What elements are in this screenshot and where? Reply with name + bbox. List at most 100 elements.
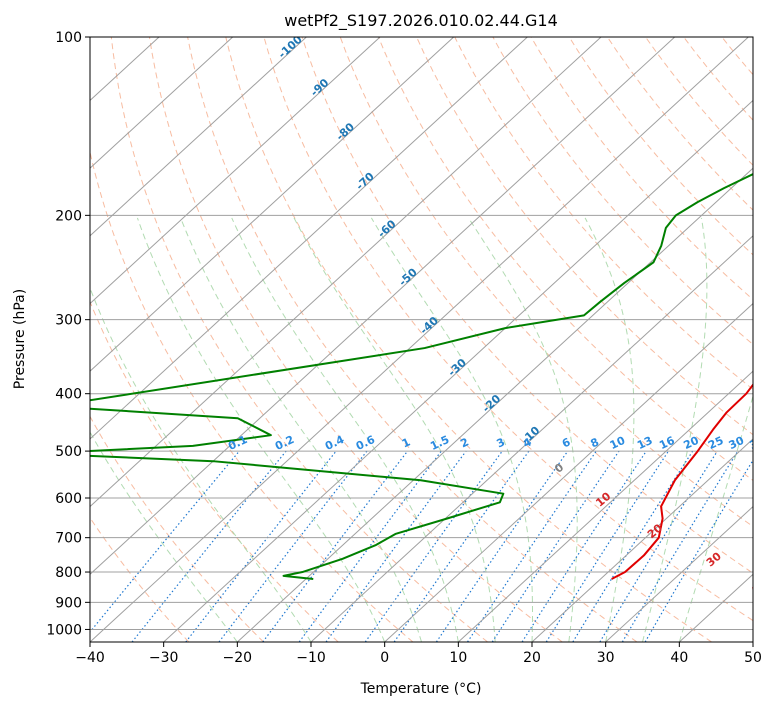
dry-adiabat: [644, 37, 753, 166]
dewpoint-line: [90, 173, 753, 581]
moist-adiabat: [90, 431, 238, 642]
plot-frame: [89, 36, 754, 643]
mixing-ratio-label: 0.4: [323, 433, 346, 453]
isotherm: [90, 37, 528, 440]
dry-adiabat: [148, 37, 563, 642]
mixing-ratio-label: 10: [608, 434, 628, 452]
dry-adiabat: [377, 37, 753, 481]
dry-adiabat: [492, 37, 753, 345]
x-tick-label: −10: [296, 650, 326, 666]
isotherm: [678, 573, 753, 642]
y-tick-label: 700: [55, 531, 82, 547]
dry-adiabat: [263, 37, 753, 622]
mixing-ratio-label: 20: [682, 434, 702, 452]
mixing-ratio-label: 1: [400, 435, 412, 450]
y-tick-label: 600: [55, 491, 82, 507]
x-tick-label: −40: [75, 650, 105, 666]
moist-adiabat: [90, 286, 312, 642]
dry-adiabat: [90, 516, 190, 642]
mixing-ratio-line: [599, 450, 718, 642]
mixing-ratio-line: [467, 450, 597, 642]
skewed-isotherms: [90, 37, 753, 642]
mixing-ratio-label: 0.1: [226, 433, 249, 453]
x-tick-label: −30: [149, 650, 179, 666]
moist-adiabat: [136, 217, 386, 642]
y-tick-label: 500: [55, 444, 82, 460]
isotherm: [163, 99, 753, 642]
x-tick-label: 40: [670, 650, 688, 666]
mixing-ratio-label: 30: [727, 434, 747, 452]
dry-adiabat: [339, 37, 753, 528]
isotherm: [90, 37, 602, 508]
isotherm-label: -50: [396, 266, 420, 289]
isotherm: [457, 370, 753, 642]
dry-adiabat: [416, 37, 753, 436]
mixing-ratio-line: [521, 450, 647, 642]
mixing-ratio-line: [185, 450, 337, 642]
x-tick-label: 0: [380, 650, 389, 666]
mixing-ratio-label: 2: [458, 435, 470, 450]
moist-adiabat-label: 30: [704, 549, 724, 569]
mixing-ratio-label: 0.2: [273, 433, 296, 453]
isotherm: [605, 505, 753, 642]
mixing-ratio-label: 36: [747, 434, 767, 452]
x-axis-label: Temperature (°C): [360, 681, 482, 697]
mixing-ratio-label: 1.5: [428, 433, 451, 453]
moist-adiabat: [468, 217, 578, 642]
isotherm: [90, 37, 455, 372]
isotherm-label: -90: [308, 76, 332, 99]
x-tick-label: 20: [523, 650, 541, 666]
x-axis-ticks: −40 −30 −20 −10 0 10 20 30 40 50: [75, 642, 762, 666]
y-axis-label: Pressure (hPa): [12, 289, 28, 389]
moist-adiabat: [678, 394, 753, 642]
isotherm: [531, 438, 753, 642]
isotherm-label: -40: [418, 314, 442, 337]
isotherm: [384, 302, 753, 642]
mixing-ratio-line: [435, 450, 569, 642]
dry-adiabat: [90, 300, 339, 642]
mixing-ratio-label: 0.6: [354, 433, 377, 453]
inline-labels: -100-90-80-70-60-50-40-30-20-100.1 0.2 0.4…: [226, 37, 768, 598]
moist-adiabat: [584, 217, 635, 642]
mixing-ratio-line: [621, 450, 739, 642]
mixing-ratio-label: 13: [635, 434, 654, 452]
isotherm: [310, 235, 753, 642]
isotherm: [90, 37, 749, 642]
dry-adiabat: [187, 37, 638, 642]
x-tick-label: 50: [744, 650, 762, 666]
isotherm-label: -60: [375, 217, 399, 240]
mixing-ratio-line: [364, 450, 503, 642]
profile-lines: [90, 173, 753, 581]
dry-adiabat: [301, 37, 753, 574]
y-tick-label: 300: [55, 313, 82, 329]
isotherm: [752, 641, 753, 642]
dry-adiabat: [756, 32, 775, 642]
mixing-ratio-line: [90, 450, 240, 633]
dry-adiabat: [454, 37, 753, 391]
dry-adiabat: [225, 37, 712, 642]
mixing-ratio-line: [131, 450, 287, 642]
isotherm: [90, 37, 307, 237]
dry-adiabat: [90, 415, 264, 642]
moist-adiabat-label: 0: [552, 461, 566, 476]
moist-adiabat-label: 40: [748, 578, 768, 598]
moist-adiabat: [231, 217, 459, 642]
mixing-ratio-line: [545, 450, 669, 642]
mixing-ratio-lines: [90, 450, 753, 642]
y-axis-ticks: 1000 900 800 700 600 500 400 300 200 100: [46, 30, 90, 638]
y-tick-label: 100: [55, 30, 82, 46]
isotherm-label: -70: [353, 170, 377, 193]
mixing-ratio-line: [491, 450, 620, 642]
mixing-ratio-label: 25: [706, 434, 725, 452]
isotherm: [90, 37, 676, 575]
isotherm: [90, 37, 234, 169]
mixing-ratio-line: [298, 450, 442, 642]
dry-adiabat: [90, 150, 414, 642]
dry-adiabat: [530, 37, 753, 301]
moist-adiabat: [370, 217, 533, 642]
y-tick-label: 400: [55, 387, 82, 403]
moist-adiabat: [642, 217, 708, 642]
y-tick-label: 800: [55, 565, 82, 581]
isotherm: [236, 167, 753, 642]
